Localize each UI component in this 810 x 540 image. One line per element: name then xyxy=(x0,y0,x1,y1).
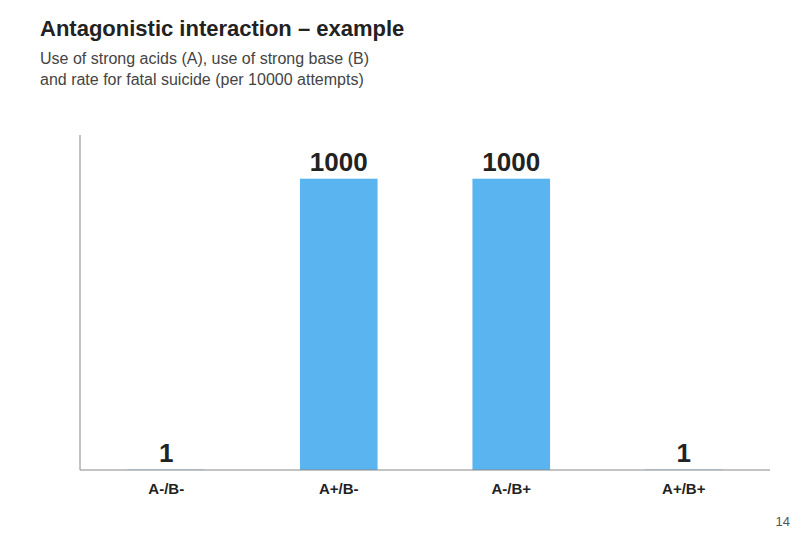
x-tick-label: A+/B+ xyxy=(662,480,706,497)
subtitle: Use of strong acids (A), use of strong b… xyxy=(40,50,369,88)
chart-svg: Antagonistic interaction – example Use of… xyxy=(0,0,810,540)
x-tick-label: A+/B- xyxy=(319,480,359,497)
x-axis-line xyxy=(80,470,770,471)
chart-container: Antagonistic interaction – example Use of… xyxy=(0,0,810,540)
x-tick-label: A-/B+ xyxy=(491,480,531,497)
x-tick-label: A-/B- xyxy=(148,480,184,497)
data-label: 1 xyxy=(677,438,691,468)
data-label: 1 xyxy=(159,438,173,468)
bar xyxy=(472,179,550,470)
data-label: 1000 xyxy=(482,147,540,177)
data-label: 1000 xyxy=(310,147,368,177)
y-axis-line xyxy=(80,135,81,470)
bars xyxy=(127,179,722,470)
title: Antagonistic interaction – example xyxy=(40,16,404,41)
bar xyxy=(300,179,378,470)
subtitle-line: Use of strong acids (A), use of strong b… xyxy=(40,50,369,67)
annotation: 14 xyxy=(776,514,790,529)
subtitle-line: and rate for fatal suicide (per 10000 at… xyxy=(40,71,364,88)
